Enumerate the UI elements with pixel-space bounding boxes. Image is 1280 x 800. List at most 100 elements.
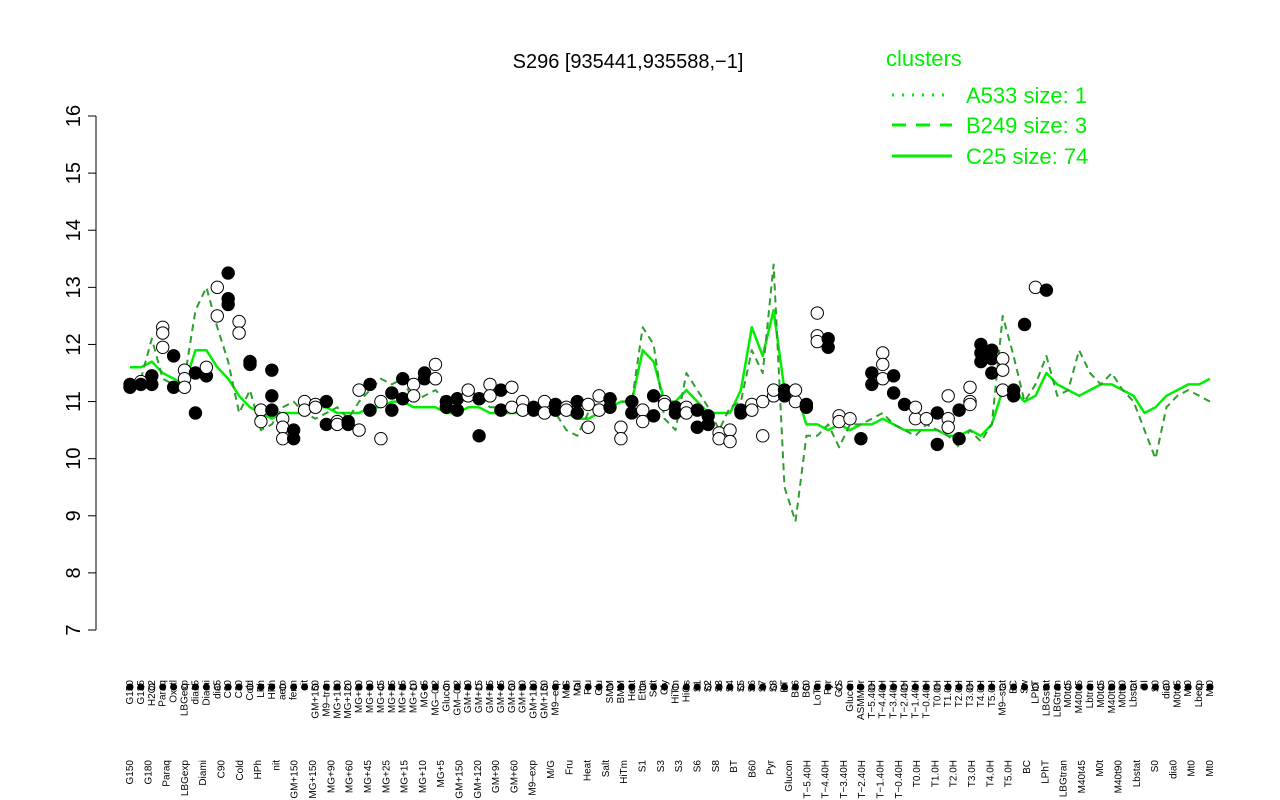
data-point	[876, 346, 890, 360]
x-axis-mark	[715, 683, 723, 691]
x-tick-label: LoTm	[812, 680, 823, 706]
x-tick-label: M9–tran	[321, 680, 332, 717]
x-tick-label: T1.0H	[943, 680, 954, 707]
x-tick-label: GM+90	[518, 680, 529, 714]
x-axis-mark	[1141, 683, 1149, 691]
x-tick-label: Heat	[583, 760, 594, 781]
x-tick-label: Mt0	[1183, 680, 1194, 697]
x-tick-label: Pyr	[823, 679, 834, 695]
data-point	[265, 389, 279, 403]
data-point	[908, 400, 923, 414]
x-tick-label: S7	[758, 680, 769, 693]
y-tick-label: 15	[63, 162, 85, 184]
x-axis-mark	[355, 683, 363, 691]
x-axis-mark	[879, 683, 887, 691]
data-point	[723, 423, 737, 437]
x-tick-label: GM+150	[540, 680, 551, 719]
x-tick-label: Glucon	[784, 760, 795, 792]
x-tick-label: S3	[674, 760, 685, 773]
x-axis-mark	[693, 683, 701, 691]
x-tick-label: T−4.40H	[878, 680, 889, 719]
x-tick-label: T4.0H	[985, 760, 996, 787]
data-point	[232, 326, 246, 340]
x-tick-label: LPhT	[1040, 760, 1051, 784]
x-tick-label: T3.0H	[967, 760, 978, 787]
x-axis-mark	[944, 683, 952, 691]
x-tick-label: S1	[638, 760, 649, 773]
x-axis-mark	[1097, 683, 1105, 691]
x-tick-label: S0	[1151, 680, 1162, 693]
y-tick-label: 11	[63, 391, 85, 412]
x-tick-label: aero	[278, 680, 289, 700]
data-point	[232, 314, 246, 329]
data-point	[308, 400, 323, 414]
x-tick-label: MG–0.2	[431, 680, 442, 716]
legend: clusters A533 size: 1 B249 size: 3 C25 s…	[886, 46, 1088, 169]
x-tick-label: T2.0H	[949, 760, 960, 787]
x-axis-mark	[573, 683, 581, 691]
series-lines	[129, 263, 1211, 523]
x-axis-mark	[290, 683, 298, 691]
data-point	[657, 397, 672, 412]
data-point	[930, 437, 944, 452]
y-ticks: 7 8 9 10 11 12 13 14 15 16	[63, 105, 96, 636]
x-tick-label: Gly	[660, 680, 671, 695]
x-tick-label: H2O2	[147, 680, 158, 707]
data-point	[592, 403, 606, 417]
x-axis-mark	[1075, 683, 1083, 691]
x-axis-mark	[235, 683, 243, 691]
data-point	[952, 431, 966, 446]
data-point	[1017, 317, 1032, 332]
data-point	[701, 417, 715, 432]
x-tick-label: LBGtran	[1059, 760, 1070, 797]
data-point	[385, 386, 399, 400]
x-tick-label: S6	[747, 680, 758, 693]
data-point	[690, 403, 704, 417]
data-point	[243, 357, 257, 372]
x-tick-label: Cold	[245, 680, 256, 701]
x-axis-mark	[257, 683, 265, 691]
legend-label-a533: A533 size: 1	[966, 83, 1087, 108]
x-tick-label: G150	[125, 680, 136, 705]
x-axis-mark	[977, 683, 985, 691]
x-tick-label: M40t45	[1074, 680, 1085, 714]
x-tick-label: ASMMPr	[856, 679, 867, 720]
x-tick-label: T−5.40H	[802, 760, 813, 799]
x-axis-mark	[933, 683, 941, 691]
x-tick-label: Cold	[235, 760, 246, 781]
x-axis-mark	[824, 683, 832, 691]
x-tick-label: Paraq	[162, 760, 173, 787]
data-point	[494, 383, 508, 397]
data-point	[341, 414, 355, 429]
chart-title: S296 [935441,935588,−1]	[513, 51, 744, 73]
x-axis-mark	[344, 683, 352, 691]
x-axis-mark	[399, 683, 407, 691]
x-tick-label: G180	[143, 760, 154, 785]
data-point	[843, 411, 857, 426]
data-point	[374, 394, 388, 409]
series-line-b249	[129, 263, 1211, 523]
x-tick-label: BC	[1009, 680, 1020, 694]
data-point	[603, 400, 617, 414]
x-axis-mark	[901, 683, 909, 691]
data-point	[876, 357, 890, 372]
x-tick-label: GM+45	[496, 680, 507, 714]
x-tick-label: T−2.40H	[857, 760, 868, 799]
data-point	[363, 377, 377, 392]
data-point	[876, 372, 890, 386]
x-tick-label: M40t90	[1114, 760, 1125, 794]
data-point	[723, 434, 737, 449]
data-point	[963, 397, 977, 412]
data-point	[788, 383, 803, 397]
x-axis-mark	[475, 683, 483, 691]
data-point	[679, 406, 694, 420]
data-point	[941, 389, 955, 403]
data-point	[166, 349, 181, 363]
data-point	[483, 389, 497, 403]
x-tick-label: M0t45	[1172, 680, 1183, 708]
data-point	[319, 394, 334, 409]
x-tick-label: LBGexp	[180, 760, 191, 797]
x-tick-label: T−5.40H	[867, 680, 878, 719]
data-point	[996, 363, 1010, 377]
